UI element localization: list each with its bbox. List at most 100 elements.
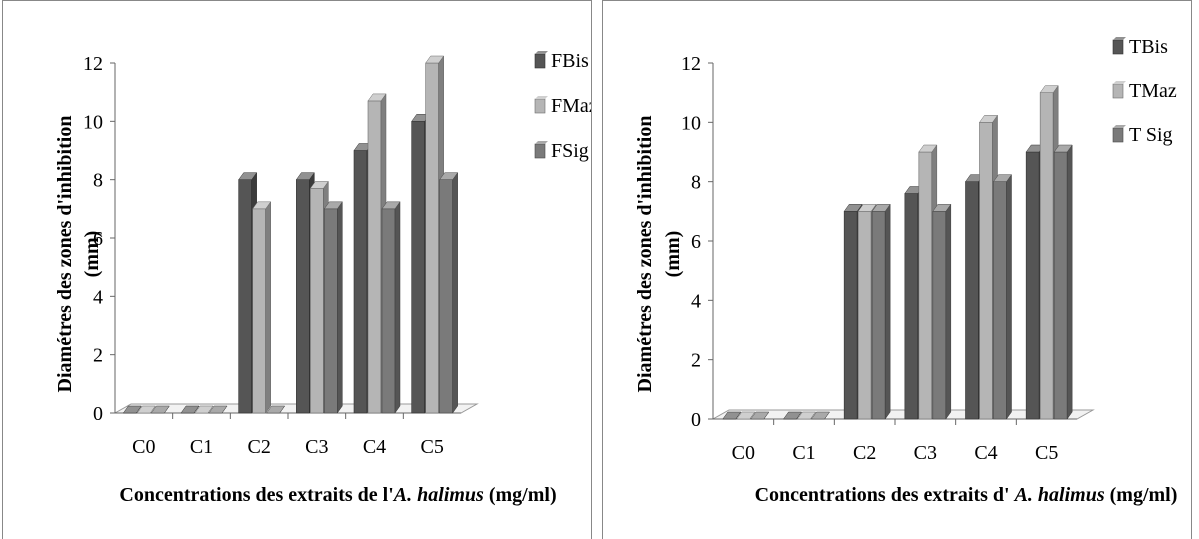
x-tick-label: C4 [363,436,386,458]
x-tick-label: C1 [190,436,213,458]
bar-top [843,204,863,212]
bar-side [1066,144,1073,420]
y-tick-label: 4 [691,290,701,312]
legend-label: FSig [551,140,589,162]
x-tick-label: C2 [247,436,270,458]
bar-front [857,211,872,420]
bar-top [1039,85,1059,93]
legend-swatch [534,143,546,159]
legend-swatch-top [535,141,548,144]
bar-front [1053,151,1068,420]
x-tick-label: C5 [1035,442,1058,464]
bar-front [904,193,919,420]
bar-chart-right: 0 2 4 6 8 10 12 C0 C1 C2 C3 C4 C5 TBis TMaz T Sig Diamé… [634,36,1178,506]
bar-top [194,405,214,414]
legend-label: T Sig [1129,124,1173,146]
bar [122,405,142,414]
bar [381,201,401,414]
bar-top [1053,144,1073,153]
y-tick-label: 6 [93,228,103,250]
x-axis-label-italic: A. halimus [1013,484,1105,506]
bar-front [439,179,453,414]
bar-top [150,405,170,414]
y-tick-label: 10 [681,112,701,134]
bar [439,171,459,414]
x-tick-label: C1 [792,442,815,464]
y-tick-label: 8 [93,170,103,192]
bar-top [736,411,756,420]
bar-top [425,55,445,64]
bar-front [918,151,933,420]
bar-top [722,411,742,420]
bar [266,405,286,414]
bar-front [310,188,324,414]
bar-top [979,115,998,123]
x-axis-label: Concentrations des extraits d' A. halimu… [755,484,1178,506]
legend-label: FMaz [551,95,592,117]
legend-swatch [534,53,546,69]
legend-swatch-top [535,51,548,54]
chart-panel-left: 0 2 4 6 8 10 12 C0 C1 C2 C3 C4 C5 FBis FMaz FSig Diamét… [2,0,592,539]
bar [425,55,445,414]
bar-front [425,62,439,414]
bar-top [797,411,816,420]
bar-top [295,172,315,180]
bar-top [750,411,770,420]
bar-side [452,171,458,414]
bar [797,411,816,420]
y-tick-label: 6 [691,231,701,253]
bar-front [252,208,266,414]
bar-front [932,211,947,420]
bar-top [323,201,343,210]
bar-front [238,179,252,414]
bar [252,201,272,414]
y-tick-label: 10 [83,111,103,133]
x-tick-label: C3 [305,436,328,458]
chart-marks: 0 2 4 6 8 10 12 C0 C1 C2 C3 C4 C5 FBis FMaz FSig [83,50,592,458]
bar [180,405,200,414]
bar-front [353,150,368,414]
bar-front [324,208,338,414]
bar-top [208,405,228,414]
bar-top [439,172,459,180]
bar [871,203,891,420]
bar [150,405,170,414]
y-tick-label: 12 [681,53,701,75]
bar-top [932,204,952,212]
x-tick-label: C2 [853,442,876,464]
y-tick-label: 12 [83,53,103,75]
legend-item: FBis [534,50,589,72]
bar [1053,144,1073,420]
bar-top [180,405,200,414]
legend-swatch-top [535,96,548,99]
legend-swatch-top [1113,37,1126,40]
y-axis-label-line2: (mm) [81,231,103,278]
legend-item: FSig [534,140,589,162]
bar [194,405,214,414]
bar [208,405,228,414]
x-axis-label-prefix: Concentrations des extraits de l' [119,484,393,506]
bar-chart-left: 0 2 4 6 8 10 12 C0 C1 C2 C3 C4 C5 FBis FMaz FSig Diamét… [54,50,592,506]
bar-side [337,201,343,414]
bar-top [367,93,387,102]
bar-top [871,204,891,212]
legend-item: T Sig [1112,124,1173,146]
bar-side [265,201,271,414]
chart-panel-right: 0 2 4 6 8 10 12 C0 C1 C2 C3 C4 C5 TBis TMaz T Sig Diamé… [602,0,1192,539]
bar [932,203,952,420]
legend-item: TMaz [1112,80,1177,102]
bar [736,411,756,420]
bar-side [884,203,891,420]
bar-top [238,172,258,180]
chart-marks: 0 2 4 6 8 10 12 C0 C1 C2 C3 C4 C5 TBis TMaz T Sig [681,36,1177,464]
legend-label: FBis [551,50,589,72]
bar-front [381,208,396,414]
bar-top [136,405,156,414]
y-tick-label: 0 [691,409,701,431]
bar-top [918,144,938,153]
y-tick-label: 0 [93,403,103,425]
x-axis-label-prefix: Concentrations des extraits d' [755,484,1015,506]
bar [722,411,742,420]
bar [750,411,770,420]
bar-top [381,201,401,210]
